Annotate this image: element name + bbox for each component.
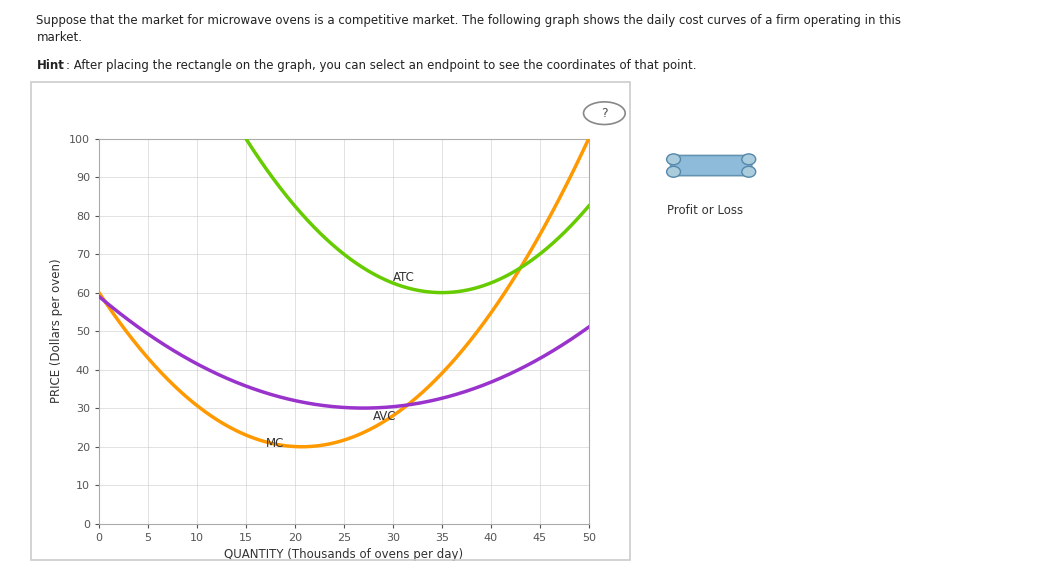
Text: ATC: ATC [393,271,415,284]
Text: market.: market. [36,31,82,44]
Text: ?: ? [601,107,607,119]
Text: Profit or Loss: Profit or Loss [667,204,743,217]
Text: Hint: Hint [36,59,65,72]
Circle shape [742,154,755,165]
Circle shape [667,166,680,177]
Circle shape [667,154,680,165]
Circle shape [742,166,755,177]
Text: AVC: AVC [373,410,397,423]
X-axis label: QUANTITY (Thousands of ovens per day): QUANTITY (Thousands of ovens per day) [224,548,464,561]
FancyBboxPatch shape [671,156,751,175]
Text: MC: MC [266,436,283,449]
Text: : After placing the rectangle on the graph, you can select an endpoint to see th: : After placing the rectangle on the gra… [66,59,696,72]
Text: Suppose that the market for microwave ovens is a competitive market. The followi: Suppose that the market for microwave ov… [36,14,901,27]
Y-axis label: PRICE (Dollars per oven): PRICE (Dollars per oven) [50,259,64,404]
